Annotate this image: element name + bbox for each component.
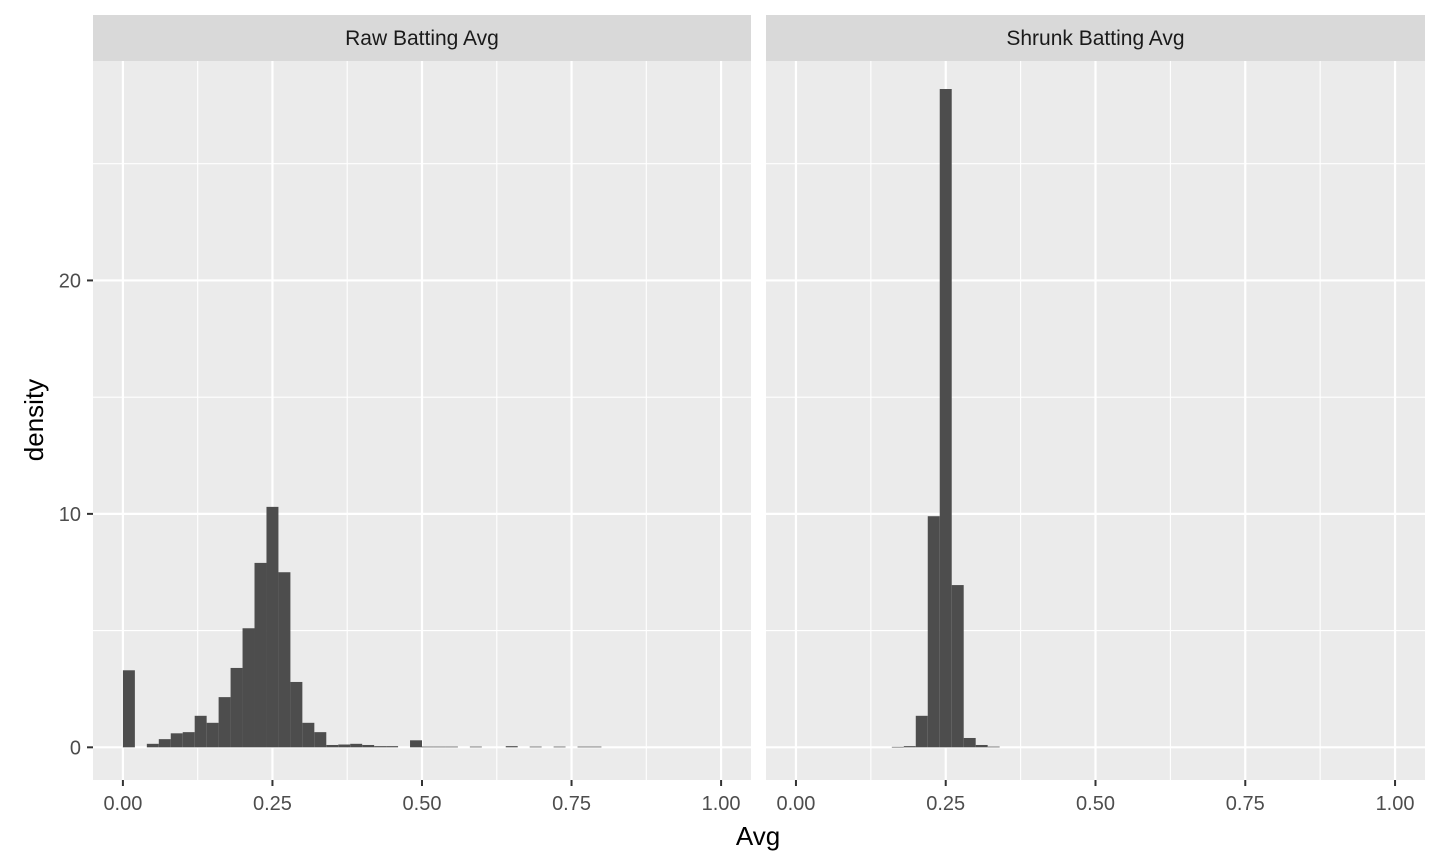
histogram-bar [266,506,279,748]
histogram-bar [927,516,940,748]
histogram-bar [290,681,303,748]
histogram-bar [254,562,267,748]
x-tick-label: 0.50 [403,793,442,815]
histogram-bar [386,746,399,748]
histogram-bar [146,743,159,748]
histogram-bar [963,737,976,748]
histogram-bar [350,743,363,748]
histogram-bar [891,746,904,748]
histogram-bar [170,733,183,748]
strip-background [766,15,1425,61]
y-tick-label: 10 [59,504,81,526]
histogram-bar [553,746,566,748]
histogram-bar [589,746,602,748]
histogram-bar [422,746,434,748]
histogram-bar [915,715,928,748]
strip-label: Raw Batting Avg [345,27,499,50]
x-axis-title: Avg [736,821,780,851]
x-tick-label: 0.00 [776,793,815,815]
x-tick-label: 0.00 [103,793,142,815]
histogram-bar [374,746,387,748]
panel-2: Shrunk Batting Avg 0.00 0.25 0.50 0.75 1.00 [766,15,1425,815]
histogram-bar [433,746,446,748]
histogram-bar [469,746,482,748]
histogram-bar [362,744,375,748]
x-tick-label: 1.00 [702,793,741,815]
histogram-bar [505,746,518,748]
x-tick-label: 0.25 [926,793,965,815]
histogram-bar [445,746,458,748]
x-tick-label: 1.00 [1376,793,1415,815]
histogram-bar [302,722,315,748]
histogram-bar [122,670,135,748]
y-tick-label: 0 [70,737,81,759]
x-tick-label: 0.75 [552,793,591,815]
histogram-bar [242,628,255,748]
histogram-bar [158,739,171,748]
histogram-bar [975,744,988,748]
strip-background [93,15,751,61]
y-axis-title: density [19,379,49,461]
histogram-bar [939,89,952,748]
x-tick-label: 0.25 [253,793,292,815]
histogram-bar [903,746,916,748]
y-axis: 0 10 20 [59,270,93,759]
histogram-bar [338,744,351,748]
histogram-bar [987,746,1000,748]
histogram-bar [951,585,964,748]
histogram-bar [182,732,195,748]
histogram-bar [326,744,339,748]
y-tick-label: 20 [59,270,81,292]
strip-label: Shrunk Batting Avg [1006,27,1184,50]
histogram-bar [410,740,422,748]
histogram-bar [278,572,291,748]
x-tick-label: 0.50 [1076,793,1115,815]
panel-1: Raw Batting Avg 0.00 0.25 0.50 0.75 1.00 [93,15,751,815]
histogram-bar [218,697,231,748]
histogram-bar [206,722,219,748]
histogram-bar [529,746,542,748]
histogram-bar [230,667,243,748]
histogram-bar [194,715,207,748]
histogram-bar [577,746,590,748]
x-tick-label: 0.75 [1226,793,1265,815]
histogram-bar [314,732,327,748]
